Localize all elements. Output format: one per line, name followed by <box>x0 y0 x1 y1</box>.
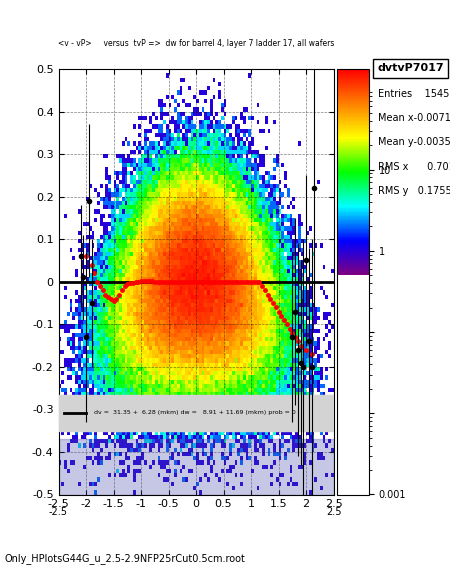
Text: RMS x      0.701: RMS x 0.701 <box>378 162 450 171</box>
Bar <box>58 394 333 431</box>
Text: Mean y-0.003521: Mean y-0.003521 <box>378 137 450 147</box>
Text: Entries    154521: Entries 154521 <box>378 89 450 99</box>
Text: Mean x-0.007196: Mean x-0.007196 <box>378 113 450 123</box>
Text: 2.5: 2.5 <box>326 507 341 518</box>
Text: Only_HPlotsG44G_u_2.5-2.9NFP25rCut0.5cm.root: Only_HPlotsG44G_u_2.5-2.9NFP25rCut0.5cm.… <box>4 553 245 563</box>
Bar <box>58 439 333 494</box>
Text: RMS y   0.1755: RMS y 0.1755 <box>378 186 450 196</box>
Text: dv =  31.35 +  6.28 (mkm) dw =   8.91 + 11.69 (mkm) prob = 0: dv = 31.35 + 6.28 (mkm) dw = 8.91 + 11.6… <box>94 410 296 415</box>
Text: <v - vP>     versus  tvP =>  dw for barrel 4, layer 7 ladder 17, all wafers: <v - vP> versus tvP => dw for barrel 4, … <box>58 39 335 48</box>
Text: -2.5: -2.5 <box>49 507 68 518</box>
Text: dvtvP7017: dvtvP7017 <box>377 63 444 73</box>
